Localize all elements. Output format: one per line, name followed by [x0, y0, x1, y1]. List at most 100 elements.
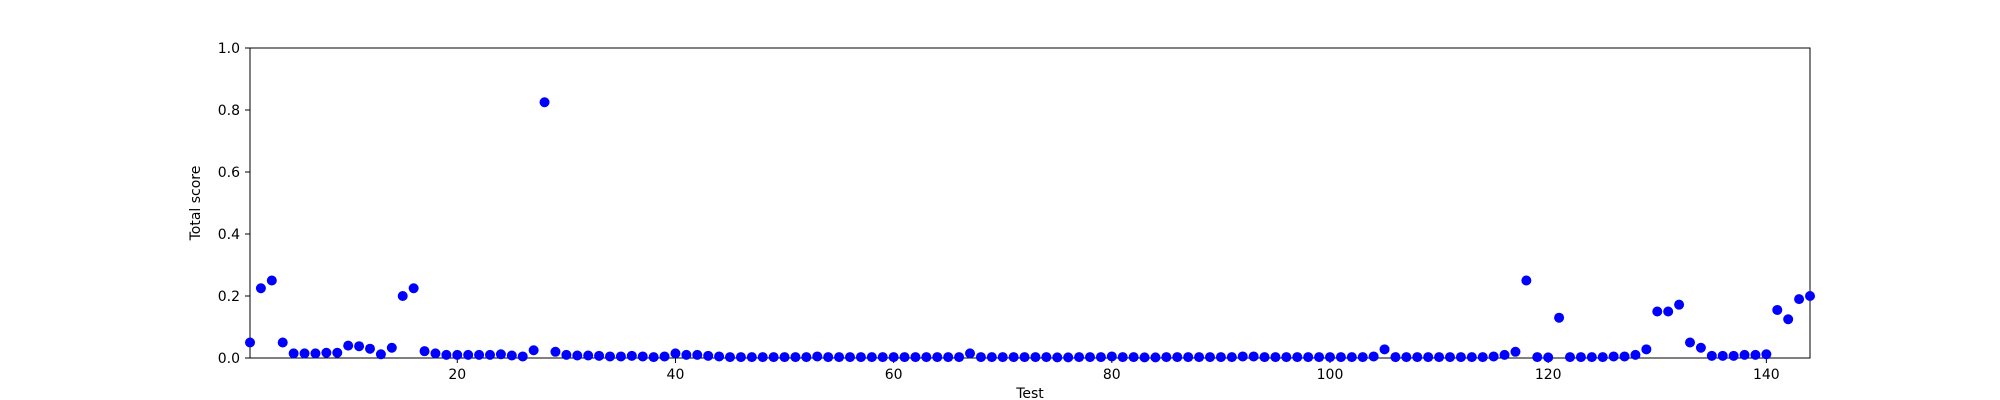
data-point — [1706, 350, 1717, 361]
data-point — [1095, 352, 1106, 363]
data-point — [1663, 306, 1674, 317]
data-point — [735, 352, 746, 363]
x-tick-label: 20 — [448, 367, 466, 383]
data-point — [1106, 351, 1117, 362]
data-point — [659, 351, 670, 362]
data-point — [1303, 352, 1314, 363]
data-point — [768, 352, 779, 363]
data-point — [1521, 275, 1532, 286]
data-point — [594, 350, 605, 361]
data-point — [845, 352, 855, 363]
data-point — [266, 275, 277, 286]
data-point — [1575, 352, 1586, 363]
data-point — [615, 351, 626, 362]
data-point — [1641, 344, 1652, 355]
x-tick-label: 100 — [1317, 367, 1344, 383]
data-point — [1543, 352, 1554, 363]
data-point — [1008, 352, 1019, 363]
data-point — [1423, 352, 1434, 363]
data-point — [986, 352, 997, 363]
plot-area: 20 40 60 80 100 120 140 0.0 0.2 0.4 0.6 0.8 1.0 — [218, 41, 1815, 383]
y-tick-label: 0.6 — [218, 165, 240, 181]
data-point — [539, 97, 550, 108]
data-point — [965, 348, 975, 359]
data-point — [528, 345, 539, 356]
data-point — [1314, 352, 1325, 363]
data-point — [321, 347, 332, 358]
data-point — [550, 346, 561, 357]
data-point — [648, 352, 659, 363]
data-point — [1434, 352, 1445, 363]
data-point — [1215, 352, 1226, 363]
data-point — [1270, 352, 1281, 363]
data-point — [1499, 349, 1510, 360]
data-point — [1466, 352, 1477, 363]
data-point — [1630, 349, 1641, 360]
data-point — [485, 349, 495, 360]
data-point — [299, 348, 310, 359]
data-point — [452, 349, 463, 360]
data-point — [877, 352, 888, 363]
data-point — [1532, 352, 1543, 363]
data-point — [354, 341, 365, 352]
data-point — [823, 352, 834, 363]
data-point — [997, 352, 1008, 363]
data-point — [1172, 352, 1183, 363]
data-point — [714, 351, 725, 362]
data-point — [1794, 294, 1805, 305]
data-point — [1445, 352, 1455, 363]
data-point — [1695, 342, 1706, 353]
data-point — [637, 351, 648, 362]
data-point — [1565, 352, 1575, 363]
data-point — [626, 350, 637, 361]
data-point — [1325, 352, 1335, 363]
data-point — [746, 352, 757, 363]
data-point — [1390, 352, 1401, 363]
data-point — [1019, 352, 1030, 363]
x-tick-label: 120 — [1535, 367, 1562, 383]
data-point — [703, 350, 714, 361]
data-point — [1554, 312, 1565, 323]
data-point — [1357, 352, 1368, 363]
data-point — [1455, 352, 1466, 363]
data-point — [1750, 349, 1761, 360]
data-point — [855, 352, 866, 363]
x-tick-label: 140 — [1753, 367, 1780, 383]
data-point — [1183, 352, 1194, 363]
data-point — [517, 351, 528, 362]
data-point — [899, 352, 910, 363]
data-point — [430, 348, 441, 359]
data-point — [583, 350, 594, 361]
data-point — [1608, 351, 1619, 362]
data-point — [463, 349, 474, 360]
data-point — [288, 348, 299, 359]
data-point — [1488, 351, 1499, 362]
data-point — [779, 352, 790, 363]
data-point — [1074, 352, 1085, 363]
data-point — [561, 349, 572, 360]
data-point — [1772, 304, 1783, 315]
data-point — [1805, 291, 1815, 301]
data-point — [932, 352, 943, 363]
data-point — [572, 350, 583, 361]
data-point — [1652, 306, 1663, 317]
data-point — [375, 349, 386, 360]
y-tick-label: 0.2 — [218, 289, 240, 305]
data-point — [1194, 352, 1205, 363]
data-point — [310, 348, 321, 359]
data-point — [681, 349, 692, 360]
data-point — [888, 352, 899, 363]
data-point — [1597, 352, 1608, 363]
data-point — [910, 352, 921, 363]
data-point — [692, 349, 703, 360]
data-point — [1248, 351, 1259, 362]
x-tick-label: 80 — [1103, 367, 1121, 383]
data-point — [277, 337, 288, 348]
data-point — [1237, 351, 1248, 362]
data-point — [605, 351, 615, 362]
plot-frame — [249, 47, 1811, 359]
data-point — [1041, 352, 1052, 363]
x-tick-label: 60 — [885, 367, 903, 383]
data-point — [1117, 352, 1128, 363]
